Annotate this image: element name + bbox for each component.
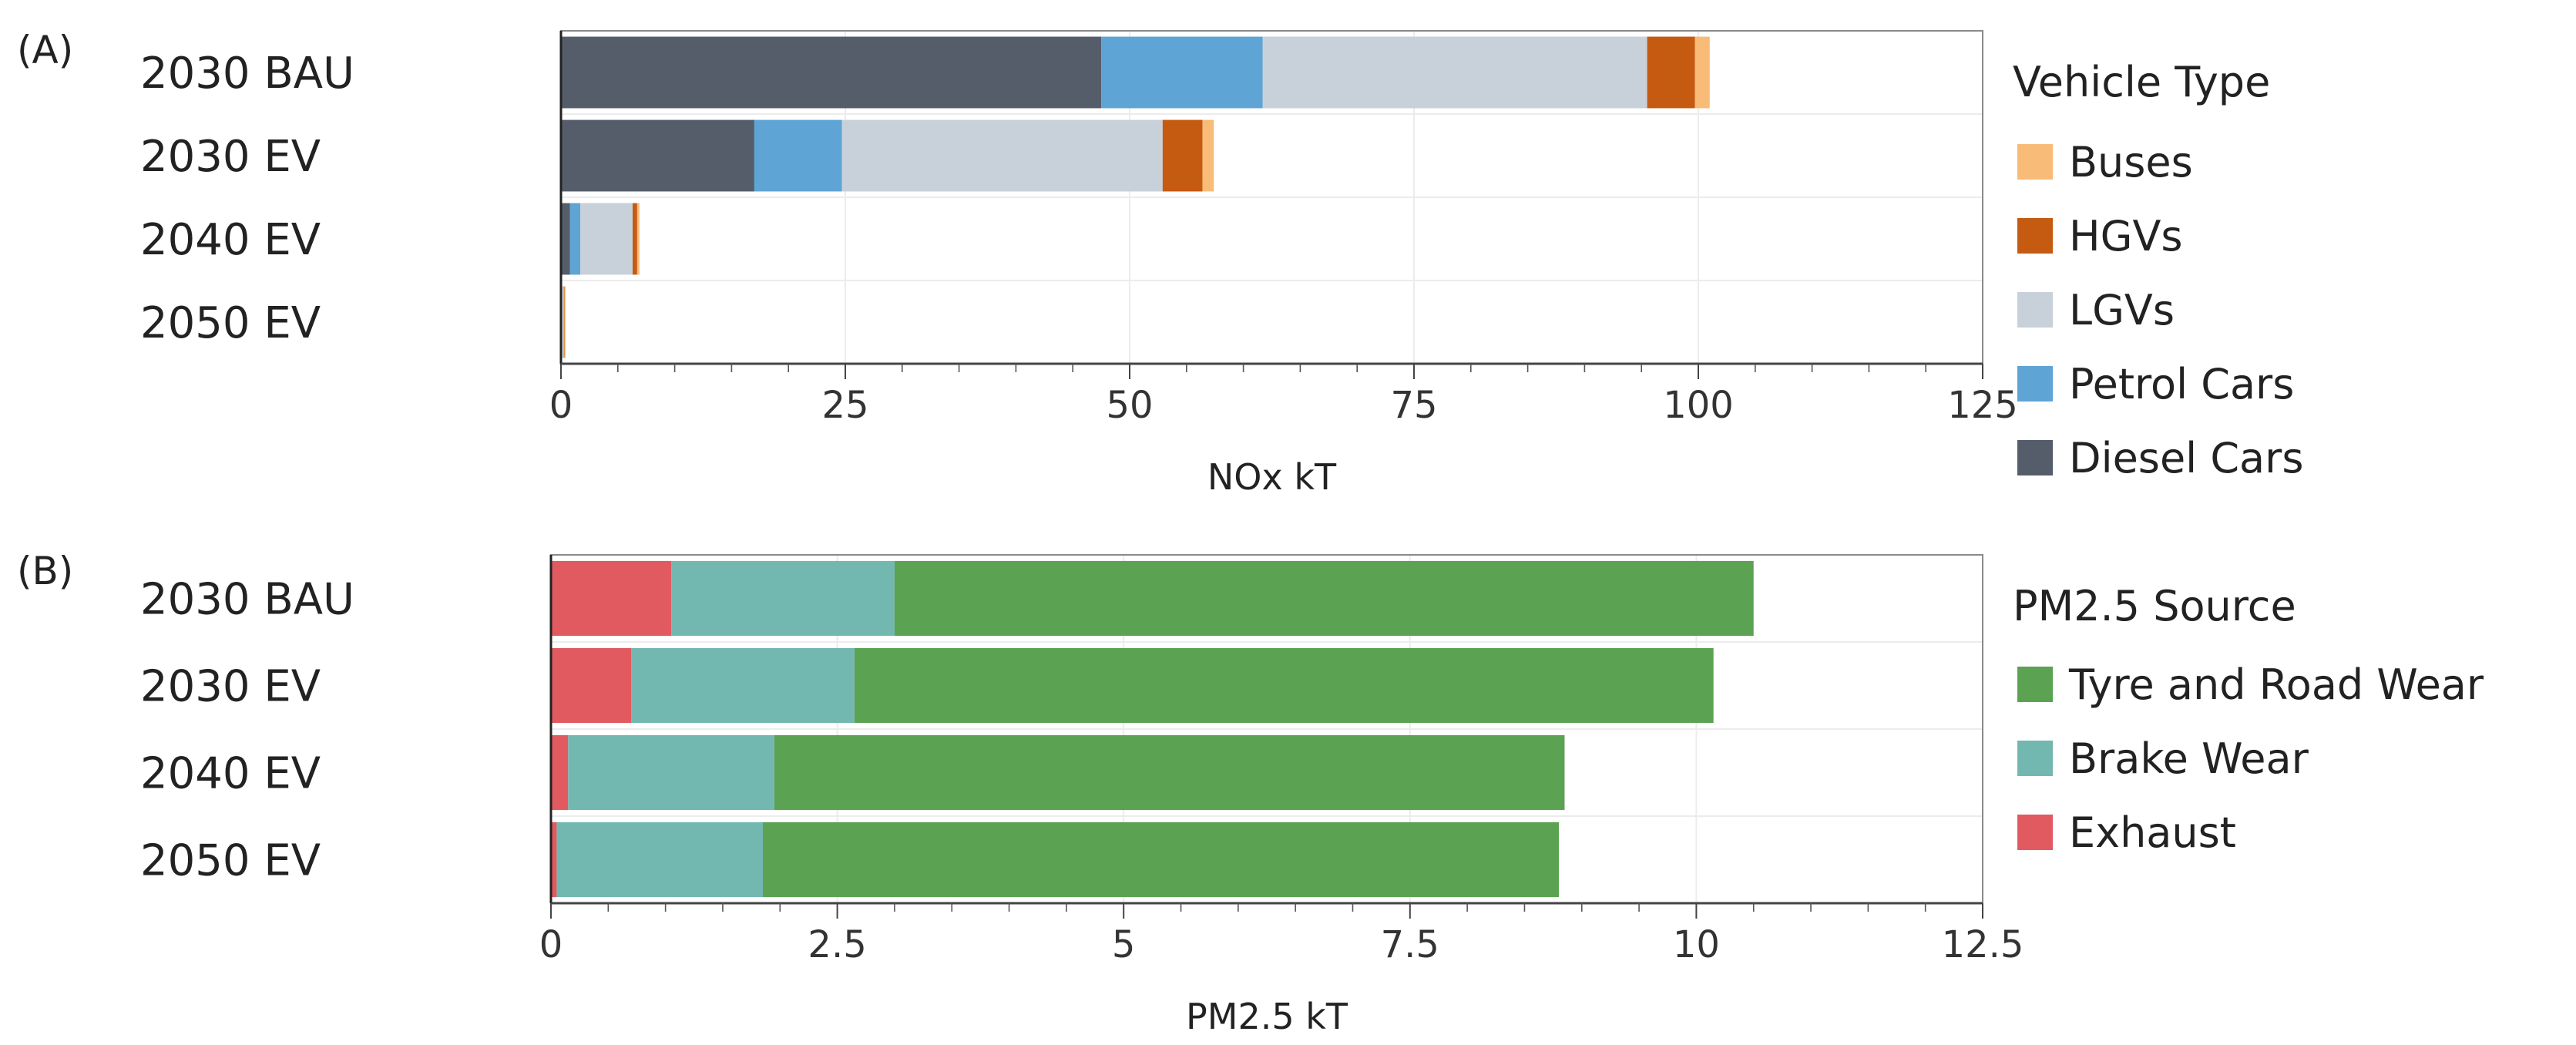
x-tick-label: 10 <box>1673 923 1720 966</box>
legend-swatch-hgvs <box>2017 218 2053 254</box>
category-label: 2040 EV <box>140 215 321 265</box>
category-label: 2030 EV <box>140 662 321 712</box>
category-label: 2040 EV <box>140 749 321 799</box>
x-tick-label: 125 <box>1947 384 2018 427</box>
legend-swatch-exhaust <box>2017 815 2053 850</box>
bar-2030-bau-buses <box>1694 36 1710 109</box>
legend-label-lgvs: LGVs <box>2069 286 2175 334</box>
panel-label: (A) <box>17 28 73 72</box>
x-tick-label: 75 <box>1390 384 1437 427</box>
bar-2030-ev-brake-wear <box>631 647 855 724</box>
panel-a: (A) 2030 BAU 2030 EV 2040 EV 2050 EV 0 25 50 75 1… <box>17 28 2303 498</box>
legend-label-brake-wear: Brake Wear <box>2069 734 2309 783</box>
x-tick-label: 12.5 <box>1942 923 2024 966</box>
legend-title: PM2.5 Source <box>2013 582 2296 630</box>
x-axis-title: PM2.5 kT <box>1186 996 1348 1037</box>
bar-2050-ev-hgvs <box>563 286 565 358</box>
category-label: 2030 BAU <box>140 575 354 625</box>
legend-swatch-brake-wear <box>2017 741 2053 776</box>
bar-2030-ev-hgvs <box>1162 119 1203 192</box>
x-tick-label: 100 <box>1663 384 1734 427</box>
bar-2030-bau-brake-wear <box>671 560 895 637</box>
x-tick-label: 0 <box>539 923 563 966</box>
legend-swatch-diesel-cars <box>2017 440 2053 475</box>
bar-2050-ev-buses <box>564 286 566 358</box>
bar-2040-ev-petrol-cars <box>569 203 581 275</box>
bar-2050-ev-tyre-and-road-wear <box>762 822 1560 898</box>
bar-2030-bau-hgvs <box>1647 36 1695 109</box>
x-tick-label: 25 <box>821 384 868 427</box>
legend-swatch-petrol-cars <box>2017 366 2053 402</box>
category-label: 2030 EV <box>140 132 321 182</box>
x-tick-label: 5 <box>1112 923 1136 966</box>
bar-2030-ev-diesel-cars <box>561 119 754 192</box>
legend-label-diesel-cars: Diesel Cars <box>2069 434 2303 482</box>
bar-2030-ev-lgvs <box>841 119 1163 192</box>
bar-2030-bau-tyre-and-road-wear <box>894 560 1754 637</box>
legend-swatch-tyre-and-road-wear <box>2017 667 2053 702</box>
x-axis-title: NOx kT <box>1207 456 1337 498</box>
bar-2030-bau-petrol-cars <box>1101 36 1263 109</box>
legend-label-exhaust: Exhaust <box>2069 808 2236 857</box>
legend-swatch-lgvs <box>2017 292 2053 328</box>
bar-2040-ev-tyre-and-road-wear <box>774 734 1565 811</box>
legend-swatch-buses <box>2017 144 2053 180</box>
bar-2040-ev-buses <box>636 203 640 275</box>
bar-2030-bau-exhaust <box>551 560 672 637</box>
x-tick-label: 50 <box>1106 384 1153 427</box>
legend-label-hgvs: HGVs <box>2069 212 2183 260</box>
legend-label-petrol-cars: Petrol Cars <box>2069 360 2294 408</box>
panel-b: (B) 2030 BAU 2030 EV 2040 EV 2050 EV 0 2.5 5 7.5… <box>17 549 2484 1037</box>
legend-label-tyre-and-road-wear: Tyre and Road Wear <box>2068 660 2484 709</box>
legend-label-buses: Buses <box>2069 138 2193 186</box>
category-label: 2050 EV <box>140 298 321 348</box>
legend-title: Vehicle Type <box>2013 58 2270 106</box>
bar-2050-ev-exhaust <box>551 822 557 898</box>
bar-2050-ev-lgvs <box>562 286 564 358</box>
x-tick-label: 7.5 <box>1381 923 1439 966</box>
bar-2030-bau-lgvs <box>1262 36 1647 109</box>
bar-2030-bau-diesel-cars <box>561 36 1102 109</box>
bar-2050-ev-brake-wear <box>556 822 763 898</box>
bar-2030-ev-petrol-cars <box>754 119 842 192</box>
category-label: 2050 EV <box>140 836 321 886</box>
bar-2030-ev-buses <box>1202 119 1214 192</box>
panel-label: (B) <box>17 549 73 593</box>
bar-2030-ev-exhaust <box>551 647 632 724</box>
bar-2040-ev-lgvs <box>580 203 633 275</box>
bar-2040-ev-hgvs <box>632 203 637 275</box>
category-label: 2030 BAU <box>140 49 354 99</box>
x-tick-label: 0 <box>549 384 573 427</box>
bar-2040-ev-exhaust <box>551 734 569 811</box>
x-tick-label: 2.5 <box>808 923 866 966</box>
bar-2030-ev-tyre-and-road-wear <box>854 647 1714 724</box>
bar-2040-ev-diesel-cars <box>561 203 570 275</box>
bar-2040-ev-brake-wear <box>568 734 774 811</box>
